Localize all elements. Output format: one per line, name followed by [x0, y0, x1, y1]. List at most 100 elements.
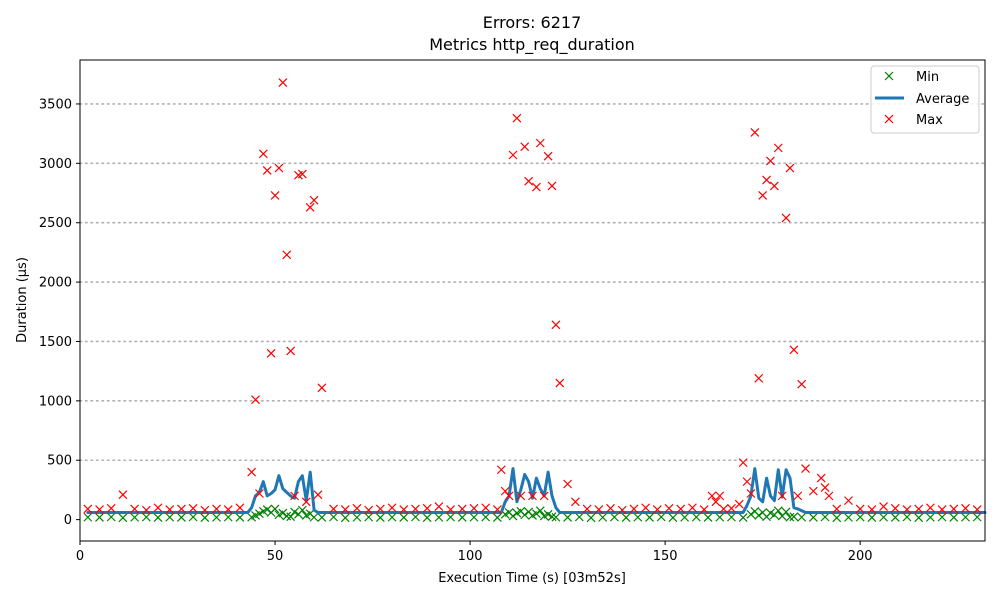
min-point — [551, 512, 561, 522]
min-point — [375, 513, 385, 523]
max-point — [520, 142, 530, 152]
max-point — [235, 503, 245, 513]
max-point — [754, 373, 764, 383]
max-point — [524, 176, 534, 186]
min-point — [937, 512, 947, 522]
min-point — [621, 513, 631, 523]
max-point — [258, 149, 268, 159]
x-tick-label-0: 0 — [76, 549, 84, 564]
max-point — [902, 505, 912, 514]
max-point — [118, 490, 128, 500]
max-point — [313, 490, 323, 500]
legend-min-label: Min — [916, 70, 939, 85]
max-point — [789, 345, 799, 355]
average-line — [86, 467, 987, 514]
max-point — [539, 491, 549, 501]
min-point — [797, 512, 807, 522]
min-point — [586, 513, 596, 523]
legend-box — [870, 65, 980, 134]
min-point — [879, 512, 889, 522]
max-point — [434, 502, 444, 511]
max-point — [411, 504, 420, 514]
max-point — [688, 503, 697, 513]
legend-max-marker — [884, 114, 894, 124]
chart-title: Errors: 6217 — [483, 13, 582, 32]
max-point — [516, 491, 526, 501]
max-point — [547, 181, 557, 191]
min-point — [972, 512, 982, 522]
max-point — [329, 504, 338, 514]
min-point — [329, 512, 338, 522]
min-point — [297, 505, 307, 515]
grid-lines — [79, 103, 986, 462]
y-tick-label-2000: 2000 — [39, 276, 72, 291]
min-point — [781, 507, 791, 517]
min-point — [434, 512, 444, 522]
min-point — [165, 512, 175, 522]
max-point — [855, 504, 865, 514]
max-point — [699, 505, 709, 514]
max-point — [727, 503, 736, 513]
max-point — [793, 491, 803, 501]
min-point — [645, 513, 654, 522]
min-point — [95, 513, 104, 522]
max-point — [223, 505, 233, 514]
min-point — [668, 513, 678, 523]
min-series — [83, 504, 982, 523]
max-point — [278, 78, 288, 87]
min-point — [656, 512, 666, 522]
min-point — [492, 513, 502, 523]
max-point — [543, 151, 553, 161]
max-point — [212, 504, 221, 514]
min-point — [422, 513, 432, 523]
chart-subtitle: Metrics http_req_duration — [429, 35, 635, 55]
min-point — [200, 513, 210, 523]
min-point — [773, 506, 783, 516]
max-point — [508, 150, 518, 160]
min-point — [118, 513, 128, 523]
min-point — [520, 510, 530, 520]
max-point — [769, 181, 779, 191]
max-point — [106, 503, 116, 513]
min-point — [727, 512, 736, 522]
min-point — [633, 512, 643, 522]
max-point — [820, 483, 830, 492]
max-point — [457, 504, 467, 514]
max-point — [317, 383, 327, 393]
max-point — [594, 505, 604, 514]
max-point — [286, 346, 296, 356]
min-point — [212, 512, 221, 522]
min-point — [855, 512, 865, 522]
plot-frame — [79, 59, 986, 542]
x-axis-label: Execution Time (s) [03m52s] — [438, 571, 626, 586]
min-point — [340, 513, 350, 523]
max-point — [742, 477, 752, 487]
min-point — [598, 512, 608, 522]
min-point — [278, 508, 288, 518]
min-point — [106, 512, 116, 522]
min-point — [223, 512, 233, 522]
x-tick-label-200: 200 — [848, 549, 873, 564]
min-point — [543, 509, 553, 519]
max-point — [715, 491, 725, 501]
max-point — [496, 465, 506, 475]
max-point — [255, 489, 264, 498]
min-point — [352, 512, 362, 522]
max-point — [738, 458, 748, 468]
min-point — [691, 512, 701, 522]
max-point — [481, 503, 491, 513]
min-point — [890, 513, 900, 522]
max-point — [629, 504, 639, 514]
max-point — [266, 348, 276, 358]
max-point — [176, 504, 186, 514]
y-tick-label-1000: 1000 — [39, 394, 72, 409]
min-point — [270, 504, 280, 514]
min-point — [703, 513, 713, 522]
legend-min-marker — [884, 71, 894, 81]
max-point — [617, 505, 627, 515]
max-point — [528, 491, 537, 501]
max-point — [153, 503, 163, 513]
max-point — [879, 502, 889, 511]
